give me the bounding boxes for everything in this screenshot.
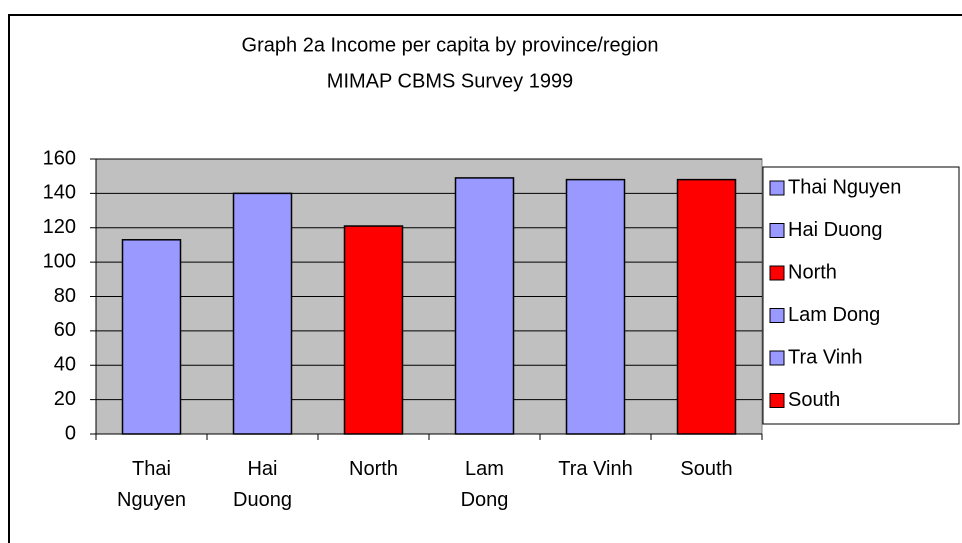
legend-label: Hai Duong [788, 219, 883, 241]
legend-swatch [769, 180, 785, 196]
legend-swatch [769, 308, 785, 323]
x-tick-label: South [680, 458, 733, 480]
bar [343, 225, 404, 435]
x-tick-label: Lam Dong [460, 458, 509, 511]
y-tick-label: 60 [54, 319, 76, 341]
legend-swatch [769, 350, 785, 366]
y-tick-label: 120 [43, 216, 76, 238]
bar [232, 192, 293, 435]
legend-label: South [788, 389, 840, 411]
y-tick-label: 160 [43, 147, 76, 169]
x-tick-label: North [349, 458, 398, 480]
legend-swatch [769, 265, 785, 281]
y-tick-label: 80 [54, 285, 76, 307]
legend-swatch [769, 393, 785, 408]
legend-swatch [769, 223, 785, 238]
y-tick-label: 140 [43, 182, 76, 204]
y-tick-label: 40 [54, 354, 76, 376]
chart-title: Graph 2a Income per capita by province/r… [242, 34, 659, 56]
legend-label: Thai Nguyen [788, 176, 901, 198]
bar [121, 239, 182, 435]
legend-label: Tra Vinh [788, 346, 862, 368]
y-tick-label: 0 [65, 422, 76, 444]
legend-label: North [788, 261, 837, 283]
x-tick-label: Tra Vinh [558, 458, 633, 480]
bar [676, 178, 737, 435]
y-tick-label: 20 [54, 388, 76, 410]
legend-label: Lam Dong [788, 304, 880, 326]
x-tick-label: Hai Duong [233, 458, 292, 511]
y-tick-label: 100 [43, 250, 76, 272]
bar [454, 177, 515, 435]
legend-box [762, 166, 960, 425]
bar [565, 178, 626, 435]
x-tick-label: Thai Nguyen [117, 458, 186, 511]
chart-subtitle: MIMAP CBMS Survey 1999 [327, 70, 573, 92]
